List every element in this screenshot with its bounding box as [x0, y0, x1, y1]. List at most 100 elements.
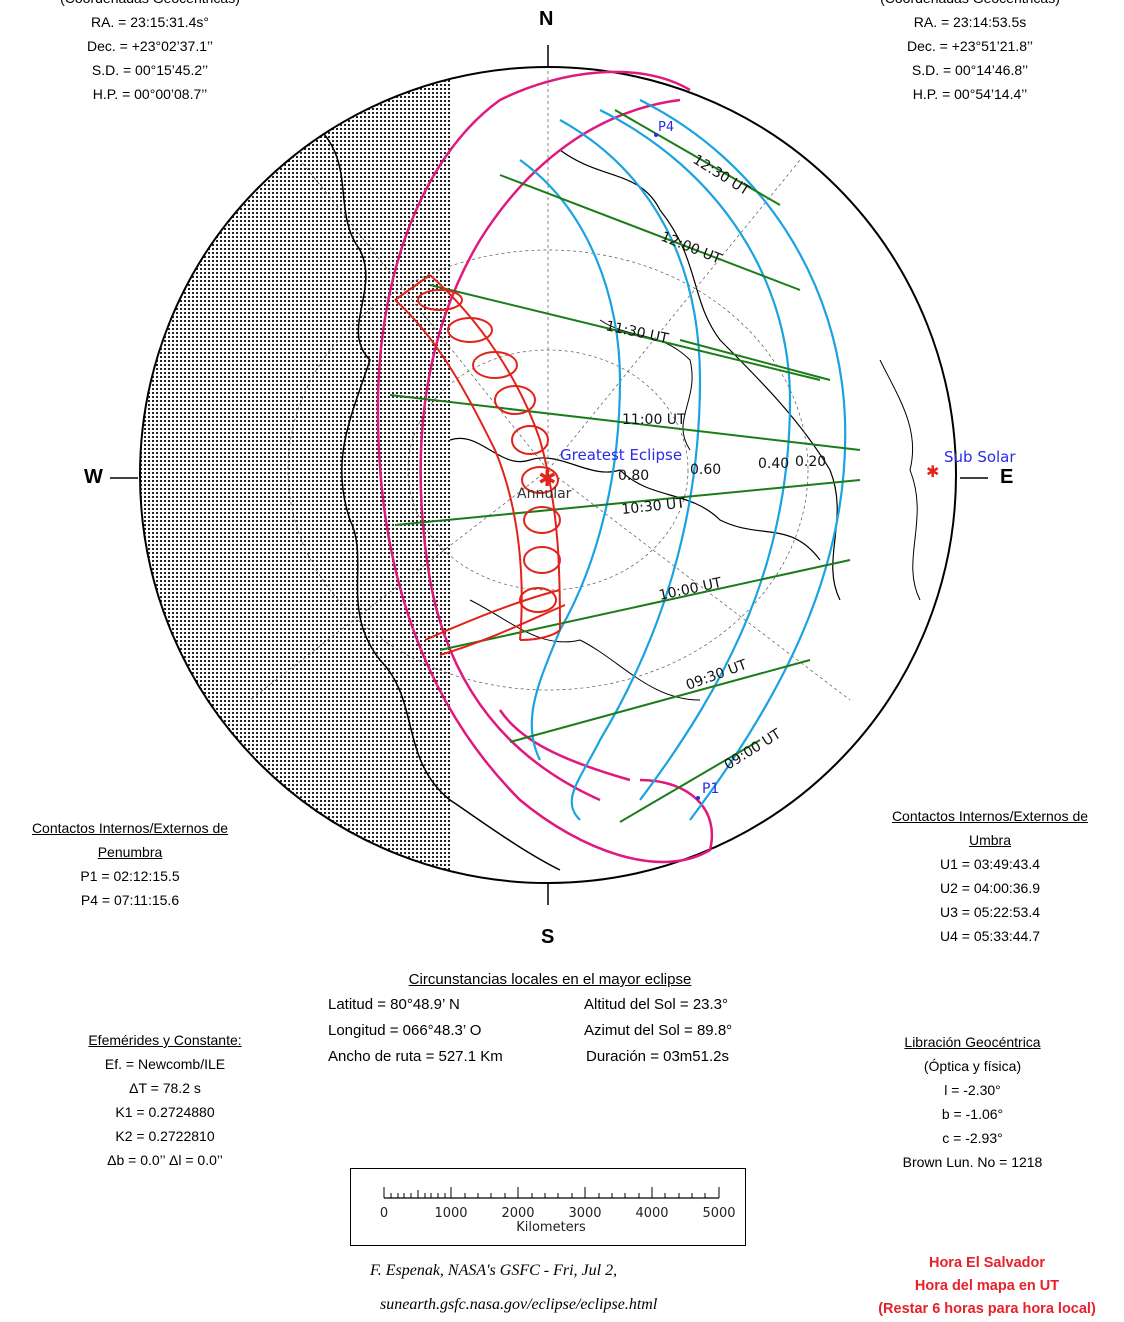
- coastline: [469, 599, 701, 701]
- scale-bar: 0 1000 2000 3000 4000 5000 Kilometers: [350, 1168, 746, 1246]
- time-label-1100: 11:00 UT: [622, 412, 686, 428]
- ephemeris-ef: Ef. = Newcomb/ILE: [104, 1056, 226, 1072]
- scale-tick-0: 0: [380, 1206, 388, 1221]
- umbra-path: [394, 274, 566, 656]
- moon-sd: S.D. = 00°14’46.8’’: [911, 62, 1029, 78]
- time-label-1130: 11:30 UT: [604, 318, 670, 347]
- path-width: Ancho de ruta = 527.1 Km: [328, 1048, 503, 1065]
- libration-b: b = -1.06°: [941, 1106, 1004, 1122]
- time-label-1200: 12:00 UT: [659, 229, 724, 268]
- time-label-0900: 09:00 UT: [722, 726, 785, 774]
- penumbra-title: Contactos Internos/Externos de: [31, 820, 229, 836]
- moon-coordinates: (Coordenadas Geocéntricas) RA. = 23:14:5…: [820, 0, 1120, 106]
- magnitude-label-080: 0.80: [618, 468, 649, 484]
- libration-title: Libración Geocéntrica: [904, 1034, 1041, 1050]
- scale-tick-3000: 3000: [568, 1206, 601, 1221]
- magnitude-label-020: 0.20: [795, 454, 826, 470]
- local-circumstances: Circunstancias locales en el mayor eclip…: [300, 967, 800, 1065]
- timezone-line2: Hora del mapa en UT: [914, 1278, 1060, 1294]
- scale-tick-1000: 1000: [434, 1206, 467, 1221]
- time-label-1000: 10:00 UT: [658, 575, 724, 604]
- scale-tick-2000: 2000: [501, 1206, 534, 1221]
- sun-ra: RA. = 23:15:31.4s°: [90, 14, 210, 30]
- eclipse-globe-map: ✱ ✱ Greatest Eclipse Annular Sub Solar P…: [110, 45, 1016, 905]
- coastline: [879, 359, 921, 601]
- compass-west: W: [84, 466, 103, 488]
- penumbra-p1: P1 = 02:12:15.5: [80, 868, 180, 884]
- ephemeris-constants: Efemérides y Constante: Ef. = Newcomb/IL…: [40, 1028, 290, 1172]
- timezone-line3: (Restar 6 horas para hora local): [878, 1301, 1096, 1317]
- sun-dec: Dec. = +23°02’37.1’’: [87, 38, 213, 54]
- local-circumstances-title: Circunstancias locales en el mayor eclip…: [408, 971, 692, 988]
- libration-l: l = -2.30°: [944, 1082, 1001, 1098]
- p4-label: P4: [658, 120, 674, 135]
- geocentric-libration: Libración Geocéntrica (Óptica y física) …: [855, 1030, 1090, 1174]
- credit-url: sunearth.gsfc.nasa.gov/eclipse/eclipse.h…: [380, 1296, 658, 1313]
- magnitude-label-040: 0.40: [758, 456, 789, 472]
- penumbra-outline: [419, 98, 681, 802]
- timezone-line1: Hora El Salvador: [928, 1255, 1046, 1271]
- moon-hp: H.P. = 00°54’14.4’’: [912, 86, 1028, 102]
- moon-ra: RA. = 23:14:53.5s: [913, 14, 1027, 30]
- penumbra-p4: P4 = 07:11:15.6: [80, 892, 180, 908]
- magnitude-label-060: 0.60: [690, 462, 721, 478]
- sun-altitude: Altitud del Sol = 23.3°: [584, 996, 729, 1013]
- ephemeris-title: Efemérides y Constante:: [88, 1032, 242, 1048]
- ephemeris-delta-b-l: Δb = 0.0’’ Δl = 0.0’’: [107, 1152, 223, 1168]
- penumbra-outline: [498, 709, 631, 782]
- credit-line: F. Espenak, NASA's GSFC - Fri, Jul 2,: [370, 1262, 618, 1279]
- umbra-u1: U1 = 03:49:43.4: [939, 856, 1041, 872]
- compass-south: S: [541, 926, 555, 948]
- umbra-u2: U2 = 04:00:36.9: [939, 880, 1041, 896]
- magnitude-line: [599, 109, 792, 801]
- penumbra-contacts: Contactos Internos/Externos de Penumbra …: [0, 816, 260, 912]
- coastline: [449, 437, 821, 561]
- time-label-1030: 10:30 UT: [621, 495, 686, 518]
- p1-label: P1: [702, 781, 719, 797]
- umbra-u3: U3 = 05:22:53.4: [939, 904, 1041, 920]
- sun-coordinates: (Coordenadas Geocéntricas) RA. = 23:15:3…: [0, 0, 300, 106]
- p1-marker: [696, 796, 700, 800]
- magnitude-line: [559, 119, 702, 821]
- penumbra-outline: [376, 70, 714, 864]
- umbra-title: Contactos Internos/Externos de: [891, 808, 1089, 824]
- ephemeris-k2: K2 = 0.2722810: [115, 1128, 215, 1144]
- compass-north: N: [539, 8, 554, 30]
- p4-marker: [654, 133, 658, 137]
- moon-coords-heading: (Coordenadas Geocéntricas): [820, 0, 1120, 10]
- ephemeris-delta-t: ΔT = 78.2 s: [129, 1080, 201, 1096]
- sub-solar-marker: ✱: [926, 462, 939, 481]
- umbra-u4: U4 = 05:33:44.7: [939, 928, 1041, 944]
- compass-east: E: [1000, 466, 1014, 488]
- umbra-contacts: Contactos Internos/Externos de Umbra U1 …: [856, 804, 1124, 948]
- sun-hp: H.P. = 00°00’08.7’’: [92, 86, 208, 102]
- libration-brown: Brown Lun. No = 1218: [902, 1154, 1043, 1170]
- duration: Duración = 03m51.2s: [586, 1048, 729, 1065]
- scale-unit: Kilometers: [516, 1220, 586, 1235]
- scale-tick-4000: 4000: [635, 1206, 668, 1221]
- sun-sd: S.D. = 00°15’45.2’’: [91, 62, 209, 78]
- greatest-eclipse-marker: ✱: [538, 467, 556, 492]
- sun-coords-heading: (Coordenadas Geocéntricas): [0, 0, 300, 10]
- longitude: Longitud = 066°48.3’ O: [328, 1022, 482, 1039]
- libration-c: c = -2.93°: [942, 1130, 1003, 1146]
- libration-subtitle: (Óptica y física): [923, 1058, 1022, 1074]
- moon-dec: Dec. = +23°51’21.8’’: [907, 38, 1033, 54]
- sun-azimuth: Azimut del Sol = 89.8°: [584, 1022, 733, 1039]
- umbra-subtitle: Umbra: [968, 832, 1011, 848]
- sub-solar-label: Sub Solar: [944, 448, 1016, 466]
- coastline: [599, 319, 693, 451]
- annular-label: Annular: [517, 486, 572, 502]
- time-label-0930: 09:30 UT: [684, 657, 750, 694]
- time-lines: [389, 109, 861, 823]
- scale-bar-ruler: 0 1000 2000 3000 4000 5000 Kilometers: [380, 1187, 736, 1235]
- penumbra-subtitle: Penumbra: [97, 844, 163, 860]
- greatest-eclipse-label: Greatest Eclipse: [560, 446, 682, 464]
- magnitude-line: [639, 99, 847, 821]
- scale-tick-5000: 5000: [702, 1206, 735, 1221]
- ephemeris-k1: K1 = 0.2724880: [115, 1104, 215, 1120]
- timezone-note: Hora El Salvador Hora del mapa en UT (Re…: [842, 1252, 1124, 1321]
- coastline: [309, 119, 561, 871]
- latitude: Latitud = 80°48.9’ N: [328, 996, 460, 1013]
- magnitude-line: [519, 159, 622, 761]
